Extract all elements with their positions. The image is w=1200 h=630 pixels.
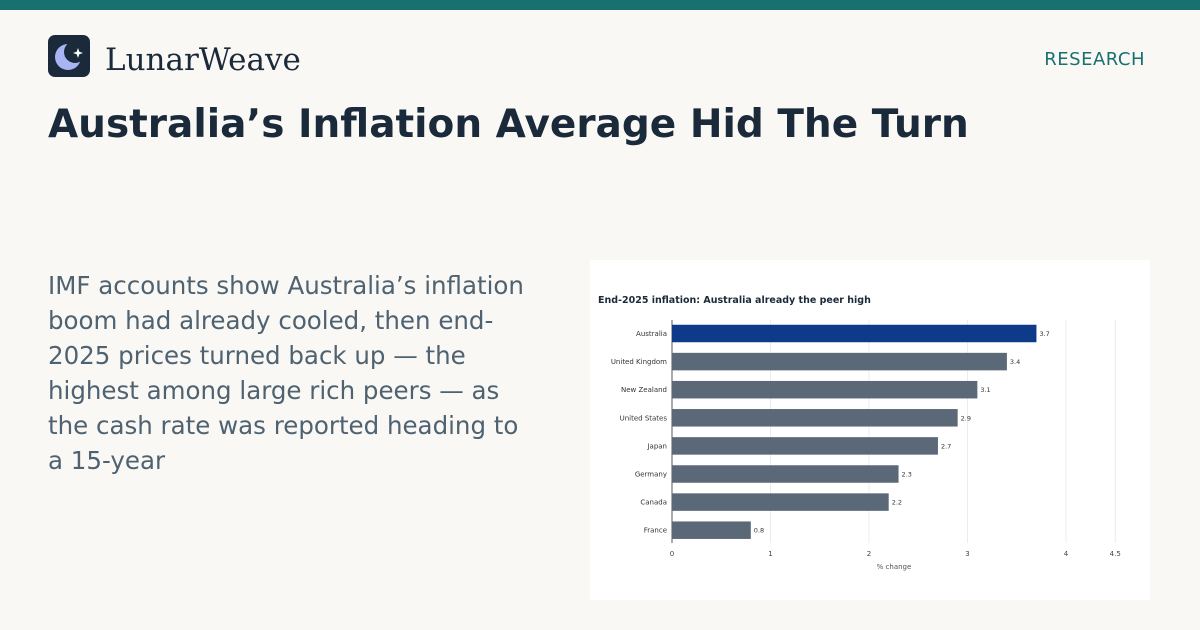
bar-canada bbox=[672, 493, 889, 511]
bar-france bbox=[672, 521, 751, 539]
data-label: 2.2 bbox=[892, 499, 902, 507]
x-tick-label: 4.5 bbox=[1110, 550, 1121, 558]
data-label: 2.7 bbox=[941, 442, 951, 450]
bar-chart: End-2025 inflation: Australia already th… bbox=[590, 287, 1150, 573]
data-label: 3.7 bbox=[1039, 330, 1049, 338]
headline: Australia’s Inflation Average Hid The Tu… bbox=[48, 102, 969, 147]
bar-japan bbox=[672, 437, 938, 455]
data-label: 3.4 bbox=[1010, 358, 1020, 366]
x-axis-title: % change bbox=[877, 563, 912, 571]
bar-germany bbox=[672, 465, 899, 483]
category-label: Canada bbox=[640, 499, 667, 507]
brand-name: LunarWeave bbox=[105, 42, 301, 78]
x-tick-label: 2 bbox=[867, 550, 871, 558]
category-label: United States bbox=[620, 414, 668, 422]
x-tick-label: 3 bbox=[965, 550, 969, 558]
category-label: Germany bbox=[635, 471, 667, 479]
category-label: Japan bbox=[646, 442, 667, 450]
data-label: 3.1 bbox=[980, 386, 990, 394]
x-tick-label: 1 bbox=[768, 550, 772, 558]
crescent-moon-icon bbox=[48, 35, 90, 77]
bar-new-zealand bbox=[672, 380, 978, 399]
bar-united-states bbox=[672, 409, 958, 427]
data-label: 2.9 bbox=[961, 414, 971, 422]
chart-title: End-2025 inflation: Australia already th… bbox=[598, 295, 871, 306]
category-label: Australia bbox=[636, 330, 667, 338]
category-label: France bbox=[644, 527, 667, 535]
bar-australia bbox=[672, 324, 1037, 343]
category-label: United Kingdom bbox=[611, 358, 667, 366]
labels: 0 1 2 3 4 4.5 Australia 3.7 United Kingdom 3.4 New… bbox=[611, 330, 1121, 558]
top-accent-bar bbox=[0, 0, 1200, 10]
x-tick-label: 4 bbox=[1064, 550, 1069, 558]
x-tick-label: 0 bbox=[670, 550, 674, 558]
bars bbox=[672, 324, 1037, 539]
category-label: New Zealand bbox=[621, 386, 667, 394]
chart-card: End-2025 inflation: Australia already th… bbox=[590, 260, 1150, 600]
section-label[interactable]: RESEARCH bbox=[1044, 49, 1145, 70]
data-label: 0.8 bbox=[754, 527, 764, 535]
dek: IMF accounts show Australia’s inflation … bbox=[48, 271, 524, 475]
bar-united-kingdom bbox=[672, 352, 1007, 371]
data-label: 2.3 bbox=[902, 471, 912, 479]
